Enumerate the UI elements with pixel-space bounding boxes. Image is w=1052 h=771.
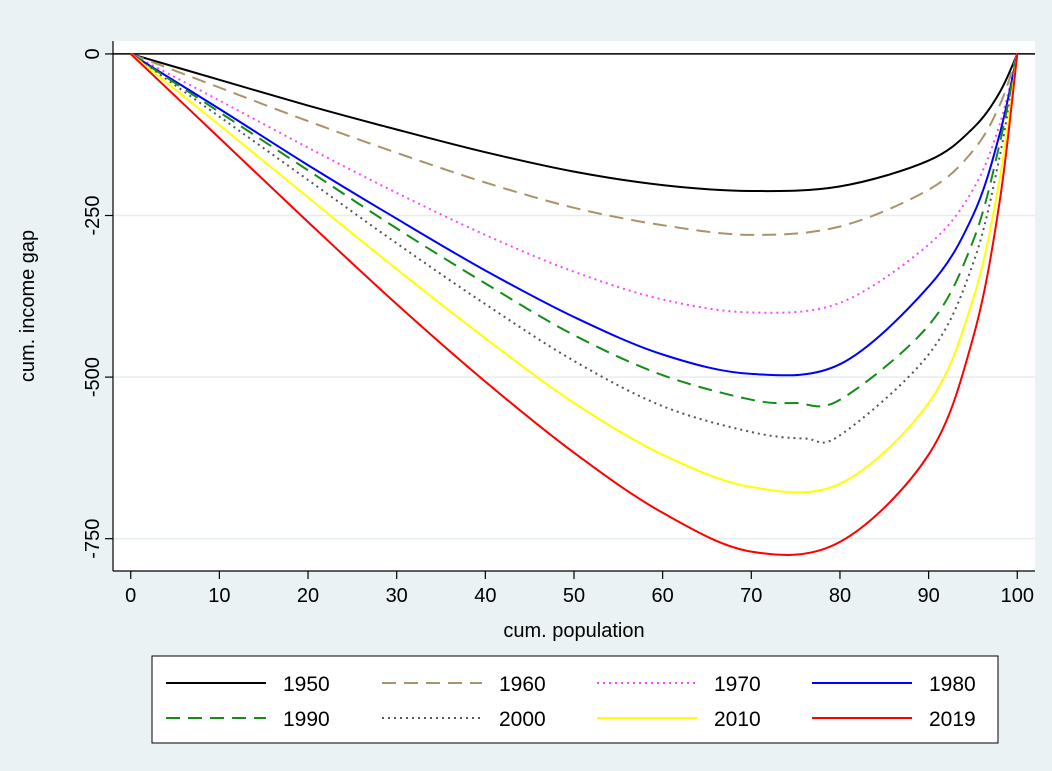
series-line-2000 <box>130 53 1019 444</box>
x-tick-label-40: 40 <box>474 585 496 607</box>
y-tick-label-500: -500 <box>82 357 104 397</box>
legend-box <box>151 655 999 744</box>
x-tick-label-20: 20 <box>297 585 319 607</box>
x-tick-label-70: 70 <box>740 585 762 607</box>
x-tick-label-50: 50 <box>563 585 585 607</box>
series-line-2010 <box>130 53 1019 494</box>
legend-label-1980: 1980 <box>929 673 976 696</box>
y-tick-label-0: 0 <box>82 48 104 59</box>
series-line-1970 <box>130 53 1019 314</box>
x-axis-ticks: 0 10 20 30 40 50 60 70 80 90 100 <box>125 571 1034 607</box>
x-tick-label-0: 0 <box>125 585 136 607</box>
plot-area <box>113 41 1035 571</box>
x-tick-label-90: 90 <box>917 585 939 607</box>
x-tick-label-100: 100 <box>1001 585 1034 607</box>
legend-label-1960: 1960 <box>499 673 546 696</box>
legend-label-1970: 1970 <box>714 673 761 696</box>
y-axis-title: cum. income gap <box>17 230 39 382</box>
series-line-1950 <box>130 52 1019 193</box>
legend-label-2019: 2019 <box>929 708 976 731</box>
series-line-1960 <box>130 52 1019 236</box>
x-tick-label-10: 10 <box>208 585 230 607</box>
y-tick-label-250: -250 <box>82 195 104 235</box>
legend-label-1950: 1950 <box>283 673 330 696</box>
x-axis-title: cum. population <box>503 620 644 642</box>
legend-label-1990: 1990 <box>283 708 330 731</box>
legend-label-2000: 2000 <box>499 708 546 731</box>
series-lines <box>130 52 1019 556</box>
legend: 1950 1960 1970 1980 1990 2000 2010 2019 <box>166 673 976 731</box>
x-tick-label-30: 30 <box>386 585 408 607</box>
y-tick-label-750: -750 <box>82 519 104 559</box>
series-line-1980 <box>130 53 1019 377</box>
series-line-2019 <box>130 53 1019 556</box>
legend-label-2010: 2010 <box>714 708 761 731</box>
y-axis-ticks: 0 -250 -500 -750 <box>82 48 113 559</box>
x-tick-label-60: 60 <box>652 585 674 607</box>
x-tick-label-80: 80 <box>829 585 851 607</box>
